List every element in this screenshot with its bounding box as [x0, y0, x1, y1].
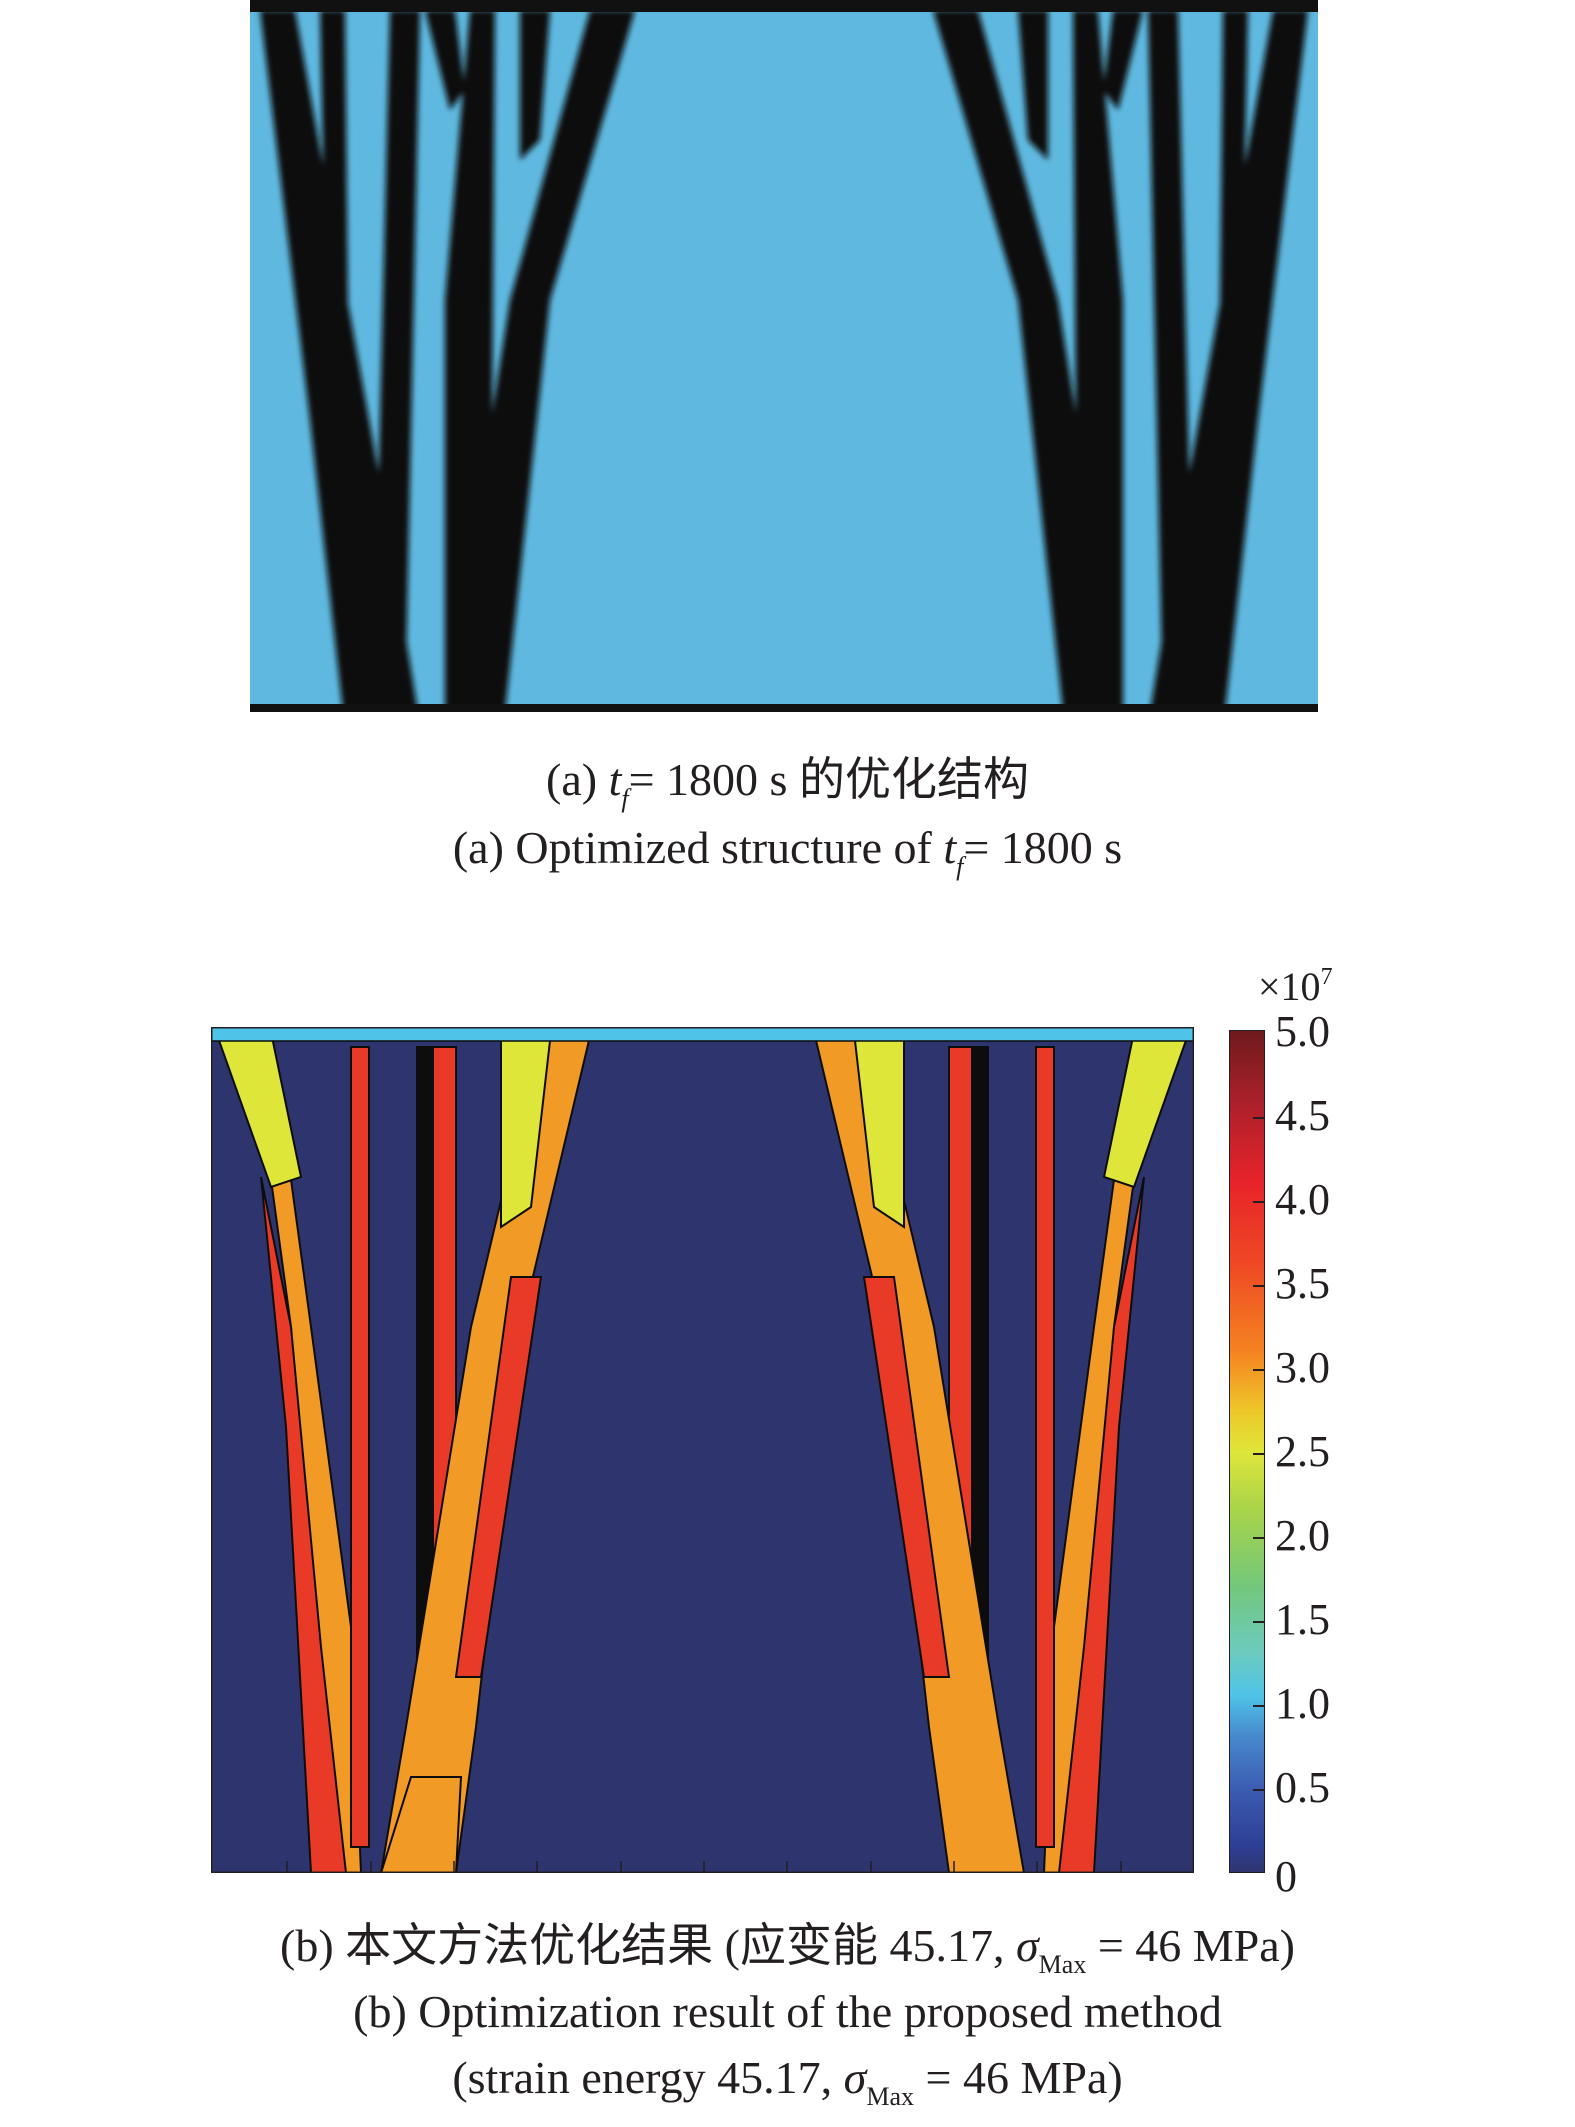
- optimized-structure-figure: [250, 0, 1318, 712]
- caption-text: (b) 本文方法优化结果 (应变能 45.17,: [280, 1920, 1016, 1971]
- colorbar-label: 3.5: [1275, 1259, 1330, 1308]
- caption-a-english: (a) Optimized structure of tf= 1800 s: [0, 820, 1575, 895]
- colorbar-label: 4.5: [1275, 1091, 1330, 1140]
- caption-text: = 1800 s: [963, 822, 1123, 873]
- subscript-f: f: [621, 784, 629, 813]
- caption-text: = 46 MPa): [914, 2052, 1123, 2103]
- caption-a-chinese: (a) tf= 1800 s 的优化结构: [0, 752, 1575, 827]
- caption-text: = 46 MPa): [1086, 1920, 1295, 1971]
- colorbar-label: 4.0: [1275, 1175, 1330, 1224]
- strain-energy-contour-plot: [211, 1027, 1194, 1873]
- variable-t: t: [943, 822, 957, 873]
- contour-image: [211, 1027, 1194, 1873]
- colorbar: [1229, 1030, 1265, 1873]
- colorbar-tick: [1253, 1621, 1265, 1623]
- caption-text: (a) Optimized structure of: [452, 822, 944, 873]
- colorbar-tick: [1253, 1453, 1265, 1455]
- colorbar-label: 2.0: [1275, 1511, 1330, 1560]
- caption-b-english-line2: (strain energy 45.17, σMax = 46 MPa): [0, 2050, 1575, 2125]
- subscript-max: Max: [866, 2082, 915, 2111]
- caption-text: = 1800 s 的优化结构: [628, 754, 1029, 805]
- colorbar-label: 3.0: [1275, 1343, 1330, 1392]
- colorbar-tick: [1253, 1789, 1265, 1791]
- colorbar-label: 1.0: [1275, 1679, 1330, 1728]
- colorbar-tick: [1253, 1285, 1265, 1287]
- variable-t: t: [608, 754, 622, 805]
- caption-b-english-line1: (b) Optimization result of the proposed …: [353, 1986, 1222, 2037]
- colorbar-label: 5.0: [1275, 1007, 1330, 1056]
- structure-image: [250, 0, 1318, 712]
- colorbar-tick: [1253, 1537, 1265, 1539]
- colorbar-multiplier: ×107: [1258, 955, 1333, 1009]
- colorbar-tick: [1253, 1705, 1265, 1707]
- colorbar-tick: [1253, 1117, 1265, 1119]
- colorbar-label: 2.5: [1275, 1427, 1330, 1476]
- subscript-max: Max: [1038, 1950, 1087, 1979]
- colorbar-label: 0: [1275, 1852, 1297, 1901]
- colorbar-label: 0.5: [1275, 1763, 1330, 1812]
- colorbar-label: 1.5: [1275, 1595, 1330, 1644]
- colorbar-tick: [1253, 1201, 1265, 1203]
- subscript-f: f: [956, 852, 964, 881]
- exponent-text: 7: [1320, 964, 1333, 990]
- caption-text: (a): [546, 754, 609, 805]
- multiplier-text: ×10: [1258, 964, 1321, 1009]
- sigma-symbol: σ: [1015, 1920, 1039, 1971]
- caption-text: (strain energy 45.17,: [452, 2052, 844, 2103]
- caption-b-chinese: (b) 本文方法优化结果 (应变能 45.17, σMax = 46 MPa): [0, 1918, 1575, 1993]
- sigma-symbol: σ: [843, 2052, 867, 2103]
- colorbar-tick: [1253, 1369, 1265, 1371]
